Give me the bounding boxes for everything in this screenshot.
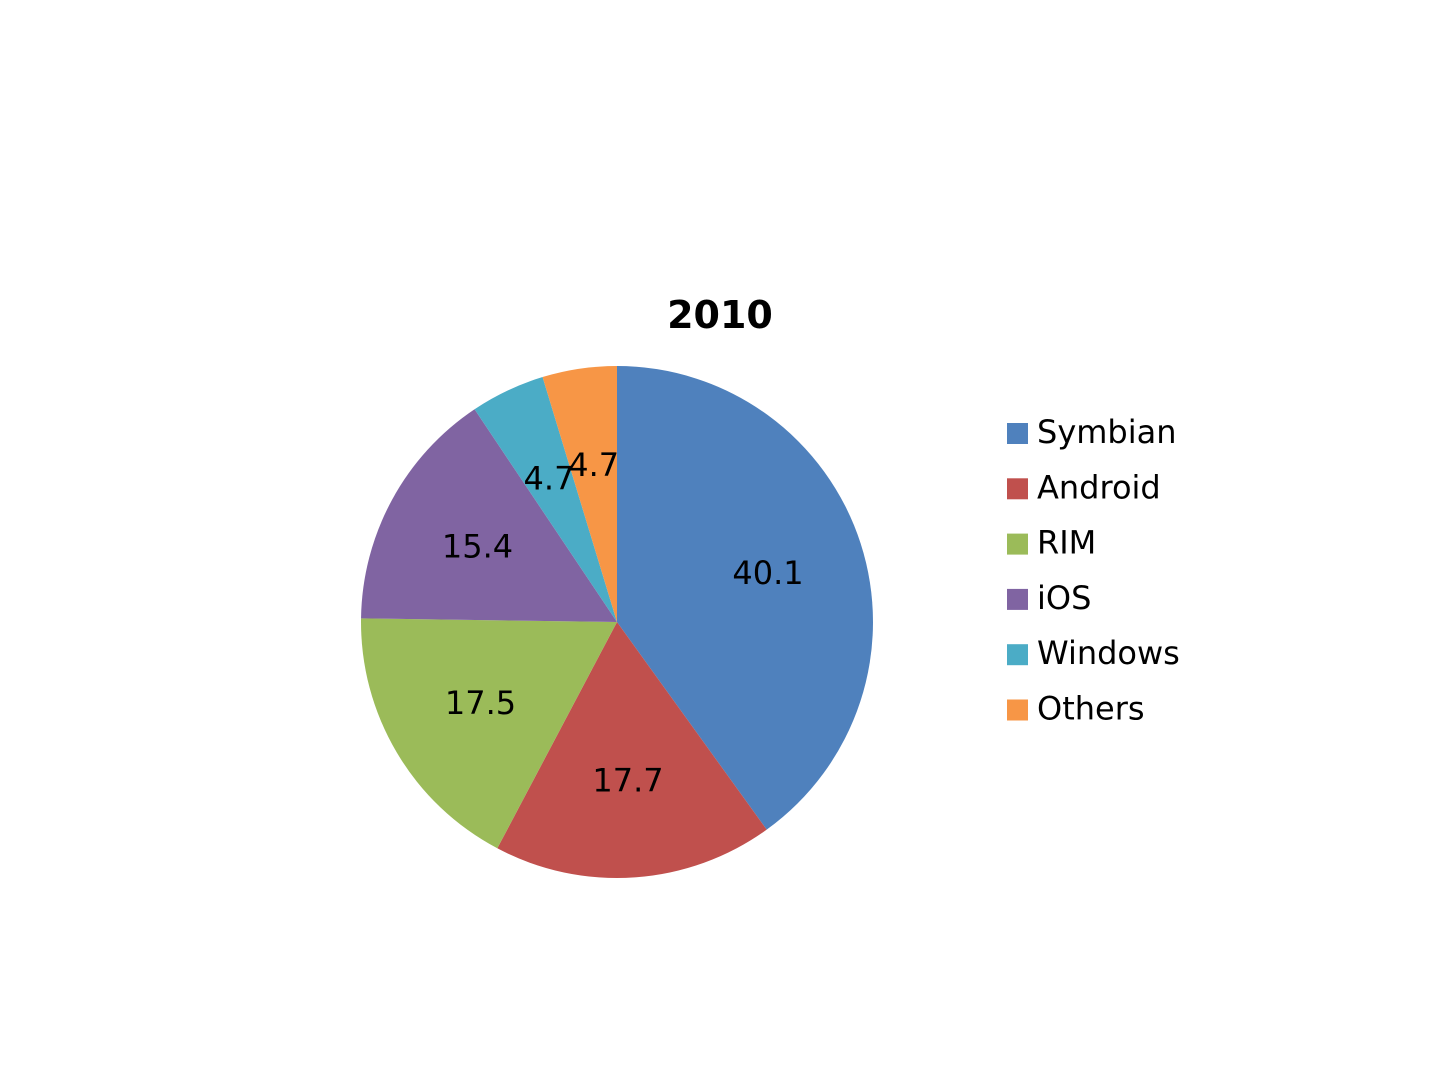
data-label-android: 17.7 [592,761,663,799]
legend-swatch-windows [1007,644,1028,666]
pie-slice-windows [474,377,617,622]
data-label-symbian: 40.1 [732,554,803,592]
data-label-rim: 17.5 [445,684,516,722]
legend-label-ios: iOS [1037,579,1091,617]
legend-label-android: Android [1037,468,1161,506]
data-label-windows: 4.7 [524,460,575,498]
pie-slice-symbian [617,366,873,830]
legend-label-others: Others [1037,690,1145,728]
pie-slice-others [542,366,617,622]
data-label-ios: 15.4 [442,527,513,565]
pie-slice-android [497,622,767,878]
legend-swatch-ios [1007,588,1028,610]
chart-title: 2010 [667,293,773,337]
legend-label-rim: RIM [1037,524,1096,562]
legend-swatch-rim [1007,533,1028,555]
legend-label-windows: Windows [1037,634,1180,672]
legend-swatch-symbian [1007,423,1028,444]
legend-label-symbian: Symbian [1037,413,1177,451]
legend: Symbian Android RIM iOS Windows Others [1007,413,1180,728]
pie-slice-ios [361,409,617,622]
legend-swatch-android [1007,478,1028,500]
data-label-others: 4.7 [568,446,619,484]
pie-data-labels: 40.1 17.7 17.5 15.4 4.74.7 [442,446,804,799]
pie-slices [361,366,873,878]
legend-swatch-others [1007,699,1028,721]
pie-slice-rim [361,618,617,849]
